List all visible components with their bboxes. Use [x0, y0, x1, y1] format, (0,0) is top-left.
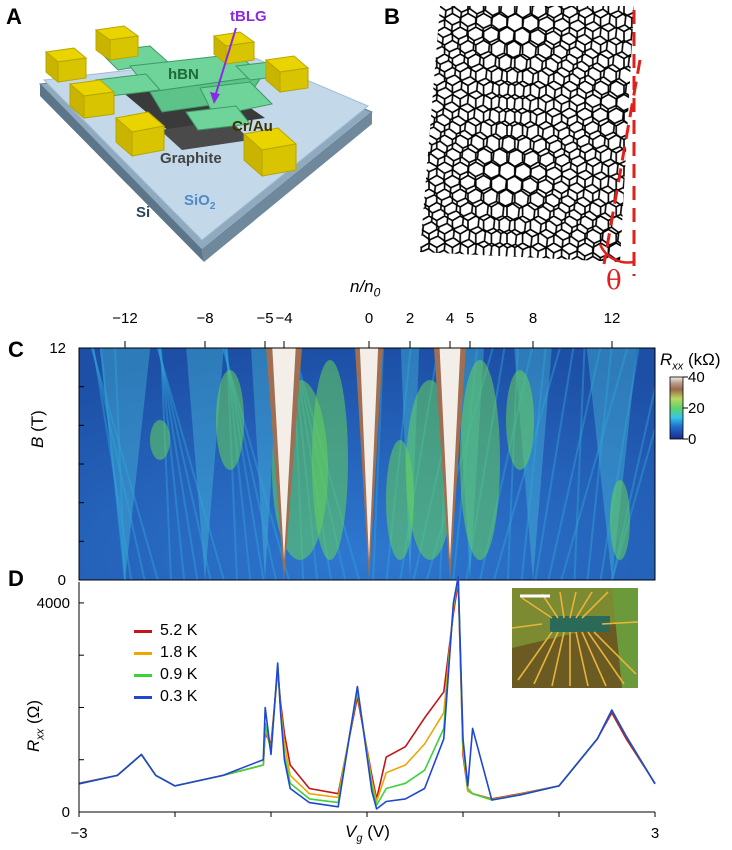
top-tick-label: 5 [466, 310, 474, 327]
fan-line [100, 348, 126, 580]
y-tick-label-d: 0 [62, 804, 70, 821]
resistive-lobe [216, 370, 244, 470]
device-photo-inset [512, 588, 638, 688]
legend-item: 1.8 K [134, 642, 197, 664]
label-hbn: hBN [168, 66, 199, 83]
x-axis-title-d-unit: (V) [362, 822, 390, 841]
fan-line [90, 348, 159, 580]
x-axis-title-d-var: V [345, 822, 357, 841]
fan-light [186, 348, 224, 580]
fan-line [372, 348, 385, 580]
legend-label: 0.9 K [160, 666, 198, 683]
legend-swatch [134, 651, 152, 655]
top-tick-label: 8 [529, 310, 537, 327]
top-tick-label: −4 [275, 310, 292, 327]
colorbar-tick-label: 0 [688, 431, 696, 448]
fan-line [157, 348, 212, 580]
fan-line [156, 348, 225, 580]
label-tblg: tBLG [230, 8, 267, 25]
fan-line [492, 348, 561, 580]
fan-line [92, 348, 133, 580]
fan-line [158, 348, 199, 580]
resistive-lobe [610, 480, 630, 560]
top-tick-label: 12 [604, 310, 621, 327]
insulating-peak-core [359, 348, 379, 560]
y-tick-label-c: 12 [49, 340, 66, 357]
y-tick-label-d: 4000 [37, 595, 70, 612]
fan-light [99, 348, 151, 580]
legend-label: 1.8 K [160, 644, 198, 661]
top-tick-label: −5 [256, 310, 273, 327]
label-sio2: SiO2 [184, 192, 215, 212]
y-axis-title-d-unit: (Ω) [24, 699, 43, 729]
x-tick-label-d: 3 [651, 825, 659, 842]
legend-swatch [134, 695, 152, 699]
x-tick-label-d: −3 [70, 825, 87, 842]
fan-line [599, 348, 640, 580]
panel-label-b: B [384, 4, 400, 29]
y-axis-title-d-sub: xx [34, 728, 47, 740]
resistive-lobe [386, 440, 414, 560]
top-tick-label: 0 [365, 310, 373, 327]
top-axis-title-sub: 0 [373, 285, 381, 300]
top-tick-label: 2 [406, 310, 414, 327]
fan-light [586, 348, 638, 580]
insulating-peak-core [272, 348, 296, 560]
fan-line [160, 348, 172, 580]
fan-line [520, 348, 547, 580]
top-tick-label: −12 [112, 310, 137, 327]
colorbar-title-sub: xx [672, 360, 684, 373]
top-tick-label: 4 [446, 310, 454, 327]
resistive-lobe [150, 420, 170, 460]
colorbar-title: Rxx (kΩ) [660, 350, 721, 372]
panel-label-c: C [8, 337, 24, 362]
legend-item: 0.3 K [134, 686, 197, 708]
top-axis-title: n/n0 [350, 277, 380, 299]
label-si: Si [136, 204, 151, 221]
y-axis-title-d-var: R [24, 739, 43, 752]
colorbar-tick-label: 20 [688, 400, 705, 417]
y-axis-title-d: Rxx (Ω) [24, 700, 46, 752]
label-contacts: Cr/Au [232, 118, 273, 135]
label-theta: θ [606, 266, 622, 296]
panel-label-d: D [8, 566, 24, 591]
fan-line [573, 348, 586, 580]
colorbar-title-unit: (kΩ) [683, 350, 721, 369]
colorbar-title-main: R [660, 350, 673, 369]
label-graphite: Graphite [160, 150, 222, 167]
fan-line [91, 348, 146, 580]
legend-item: 0.9 K [134, 664, 197, 686]
resistive-lobe [312, 360, 348, 560]
panel-label-a: A [6, 4, 22, 29]
x-axis-title-d-sub: g [356, 832, 363, 845]
resistive-lobe [460, 360, 500, 560]
legend-item: 5.2 K [134, 620, 197, 642]
fan-line [560, 348, 629, 580]
y-tick-label-c: 0 [58, 572, 66, 589]
fan-line [586, 348, 613, 580]
fan-line [114, 348, 126, 580]
label-sio2-base: SiO [184, 192, 210, 209]
insulating-peak-core [439, 348, 461, 560]
legend: 5.2 K 1.8 K 0.9 K 0.3 K [134, 620, 197, 708]
fan-line [547, 348, 602, 580]
legend-swatch [134, 673, 152, 677]
legend-label: 5.2 K [160, 622, 198, 639]
fan-line [534, 348, 575, 580]
legend-swatch [134, 629, 152, 633]
series-line-3 [78, 576, 656, 810]
label-sio2-sub: 2 [209, 201, 216, 212]
fan-line [159, 348, 186, 580]
resistive-lobe [506, 370, 534, 470]
colorbar-tick-label: 40 [688, 369, 705, 386]
x-axis-title-d: Vg (V) [345, 822, 390, 844]
top-axis-title-base: n/n [350, 277, 374, 296]
top-tick-label: −8 [196, 310, 213, 327]
legend-label: 0.3 K [160, 688, 198, 705]
